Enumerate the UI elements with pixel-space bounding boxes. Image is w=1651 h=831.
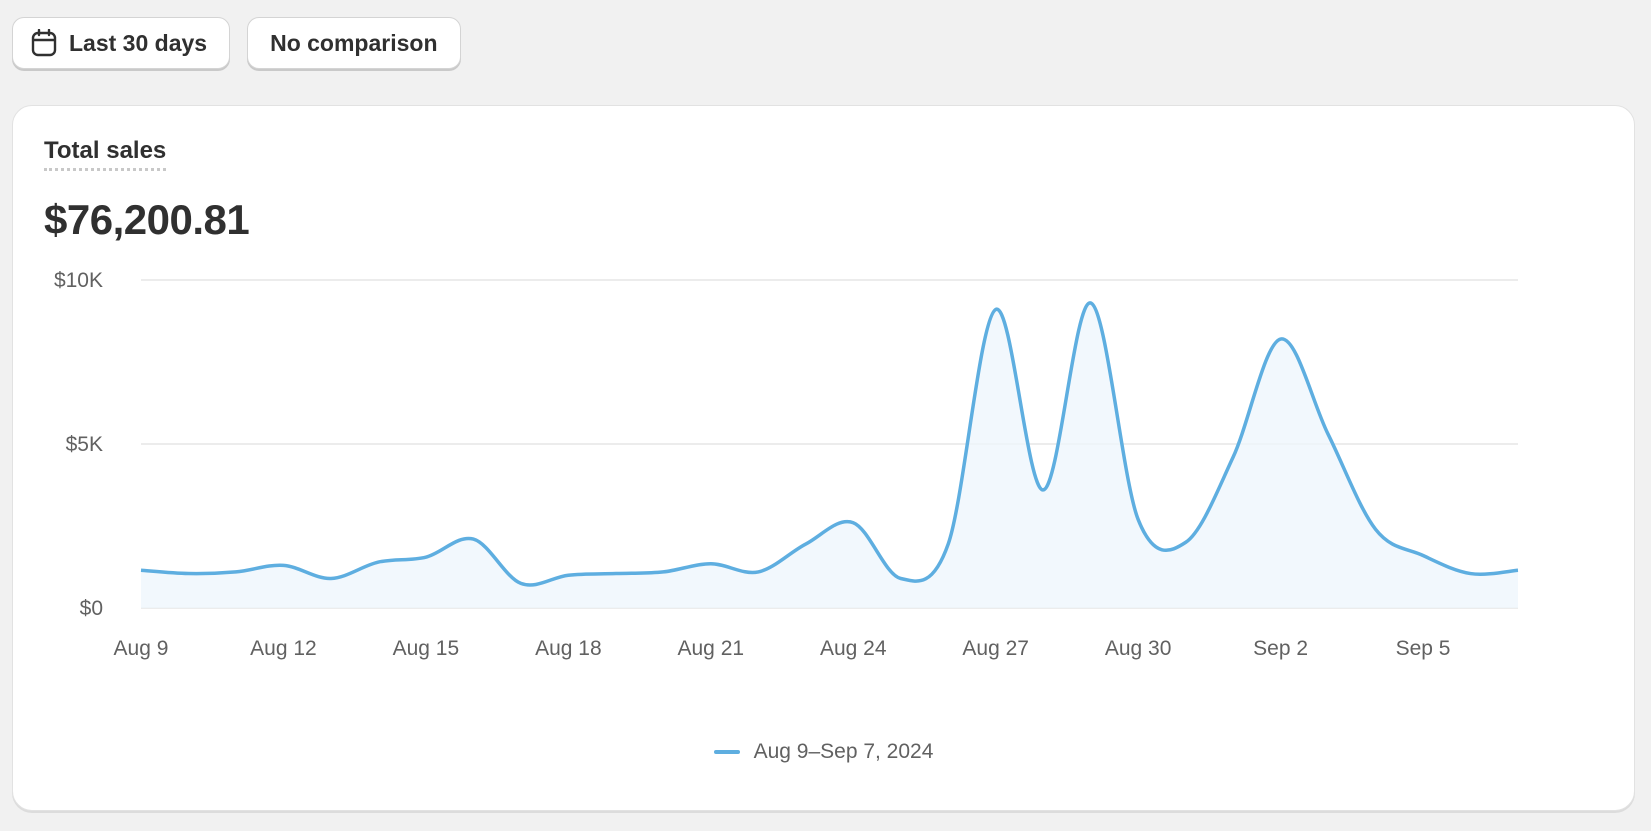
data-point[interactable] — [1037, 484, 1049, 496]
total-sales-card: Total sales $76,200.81 $0 $5K $10K Aug 9 Au… — [12, 105, 1635, 811]
date-range-button[interactable]: Last 30 days — [12, 17, 231, 69]
y-axis-ticks: $0 $5K $10K — [54, 269, 103, 620]
toolbar: Last 30 days No comparison — [12, 17, 461, 69]
data-point[interactable] — [895, 572, 907, 584]
data-point[interactable] — [942, 538, 954, 550]
data-point[interactable] — [1085, 297, 1097, 309]
x-tick-label: Aug 21 — [678, 637, 745, 660]
data-point[interactable] — [610, 568, 622, 580]
y-tick-label: $0 — [80, 597, 103, 620]
data-point[interactable] — [657, 566, 669, 578]
data-point[interactable] — [1180, 536, 1192, 548]
data-point[interactable] — [1322, 428, 1334, 440]
x-tick-label: Aug 30 — [1105, 637, 1172, 660]
data-point[interactable] — [372, 556, 384, 568]
data-point[interactable] — [990, 304, 1002, 316]
series-area — [141, 302, 1518, 608]
data-point[interactable] — [230, 566, 242, 578]
data-point[interactable] — [277, 559, 289, 571]
data-point[interactable] — [182, 568, 194, 580]
data-point[interactable] — [1132, 513, 1144, 525]
data-point[interactable] — [1275, 333, 1287, 345]
data-point[interactable] — [1512, 564, 1524, 576]
data-point[interactable] — [847, 517, 859, 529]
comparison-label: No comparison — [270, 29, 438, 56]
series-line — [140, 301, 1519, 587]
data-point[interactable] — [562, 569, 574, 581]
x-tick-label: Sep 5 — [1396, 637, 1451, 660]
legend-swatch — [713, 750, 740, 754]
legend-label: Aug 9–Sep 7, 2024 — [753, 740, 934, 763]
x-tick-label: Aug 15 — [393, 637, 460, 660]
data-point[interactable] — [705, 558, 717, 570]
metric-title[interactable]: Total sales — [44, 137, 167, 172]
x-tick-label: Aug 24 — [820, 637, 887, 660]
date-range-label: Last 30 days — [69, 29, 208, 56]
data-point[interactable] — [420, 551, 432, 563]
x-tick-label: Sep 2 — [1253, 637, 1308, 660]
x-tick-label: Aug 18 — [535, 637, 602, 660]
y-tick-label: $5K — [66, 433, 103, 456]
data-point[interactable] — [1465, 568, 1477, 580]
data-point[interactable] — [325, 572, 337, 584]
data-point[interactable] — [135, 564, 147, 576]
data-point[interactable] — [515, 577, 527, 589]
data-point[interactable] — [800, 538, 812, 550]
chart-legend: Aug 9–Sep 7, 2024 — [13, 740, 1634, 764]
x-tick-label: Aug 27 — [962, 637, 1029, 660]
data-point[interactable] — [1227, 451, 1239, 463]
x-tick-label: Aug 12 — [250, 637, 317, 660]
calendar-icon — [31, 29, 57, 57]
metric-value: $76,200.81 — [44, 196, 250, 243]
y-tick-label: $10K — [54, 269, 103, 292]
data-point[interactable] — [467, 533, 479, 545]
x-axis-ticks: Aug 9 Aug 12 Aug 15 Aug 18 Aug 21 Aug 24 Aug 2… — [114, 637, 1451, 660]
x-tick-label: Aug 9 — [114, 637, 169, 660]
data-point[interactable] — [1417, 550, 1429, 562]
sales-chart: $0$5K$10K Aug 9 Aug 12 Aug 15 Aug 18 Aug 21 A… — [54, 269, 1524, 660]
data-point[interactable] — [752, 566, 764, 578]
comparison-button[interactable]: No comparison — [247, 17, 461, 69]
data-point[interactable] — [1370, 523, 1382, 535]
